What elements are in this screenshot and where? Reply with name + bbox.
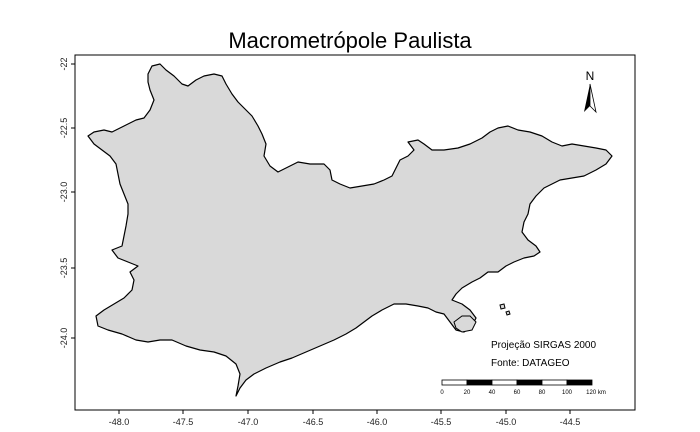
scale-segment: [466, 379, 493, 386]
scale-segment: [516, 379, 543, 386]
north-arrow-left: [584, 84, 590, 112]
north-label: N: [586, 69, 595, 83]
scale-segment: [491, 379, 518, 386]
y-axis: -22 -22.5 -23.0 -23.5 -24.0: [59, 57, 75, 348]
x-tick-label: -47.0: [238, 417, 259, 427]
scale-label: 20: [464, 390, 471, 396]
island-shape: [499, 303, 506, 310]
scale-bar: 0 20 40 60 80 100 120 km: [440, 379, 606, 396]
x-tick-label: -45.5: [431, 417, 452, 427]
north-arrow-right: [589, 83, 597, 114]
scale-segment: [566, 379, 593, 386]
y-tick-label: -22.5: [59, 118, 69, 139]
projection-note: Projeção SIRGAS 2000: [491, 340, 596, 351]
y-tick-label: -23.0: [59, 182, 69, 203]
x-tick-label: -45.0: [496, 417, 517, 427]
x-axis: -48.0 -47.5 -47.0 -46.5 -46.0 -45.5 -45.…: [109, 410, 581, 427]
scale-label: 80: [539, 390, 546, 396]
x-tick-label: -46.0: [367, 417, 388, 427]
map-title: Macrometrópole Paulista: [228, 28, 472, 53]
x-tick-label: -47.5: [173, 417, 194, 427]
north-arrow-icon: N: [584, 69, 597, 114]
scale-label: 40: [489, 390, 496, 396]
scale-label: 0: [440, 390, 444, 396]
scale-label: 100: [562, 390, 573, 396]
y-tick-label: -24.0: [59, 328, 69, 349]
island-shape: [453, 315, 477, 333]
x-tick-label: -44.5: [560, 417, 581, 427]
scale-segment: [541, 379, 568, 386]
region-polygon: [87, 63, 613, 397]
island-shape: [505, 310, 511, 316]
source-note: Fonte: DATAGEO: [491, 358, 570, 369]
x-tick-label: -48.0: [109, 417, 130, 427]
scale-label: 60: [514, 390, 521, 396]
y-tick-label: -22: [59, 57, 69, 70]
y-tick-label: -23.5: [59, 258, 69, 279]
scale-segment: [441, 379, 468, 386]
x-tick-label: -46.5: [303, 417, 324, 427]
scale-label: 120 km: [586, 390, 606, 396]
map-frame: [74, 54, 636, 411]
